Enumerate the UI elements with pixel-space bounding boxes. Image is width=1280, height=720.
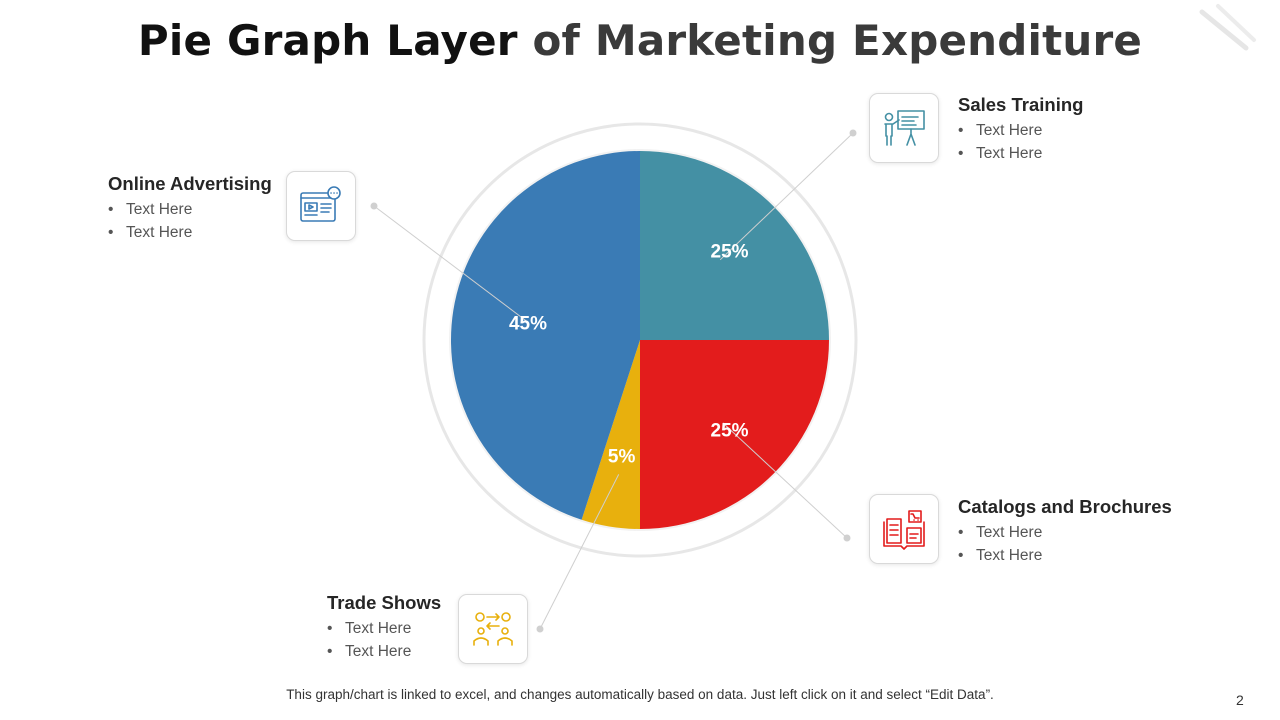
leader-line-trade-shows (539, 474, 620, 630)
trade-shows-icon-box (458, 594, 528, 664)
list-item: • Text Here (958, 547, 1043, 564)
sales-training-icon-box (869, 93, 939, 163)
page-title: Pie Graph Layer of Marketing Expenditure (0, 16, 1280, 65)
online-advertising-heading: Online Advertising (108, 173, 272, 194)
sales-training-heading: Sales Training (958, 94, 1084, 115)
decorative-stripes-icon (1199, 4, 1256, 51)
pie-label-sales-training: 25% (711, 241, 749, 262)
page-number: 2 (1236, 692, 1244, 708)
presentation-icon (884, 110, 925, 146)
leader-line-online-advertising (373, 205, 529, 323)
catalogs-icon-box (869, 494, 939, 564)
leader-lines (370, 129, 857, 633)
list-item: • Text Here (108, 201, 193, 218)
leader-dot-sales-training (849, 129, 857, 137)
sales-training-callout: Sales Training • Text Here • Text Here (958, 94, 1083, 165)
trade-shows-heading: Trade Shows (327, 592, 442, 613)
list-item: • Text Here (958, 524, 1043, 541)
leader-dot-online-advertising (370, 202, 378, 210)
online-advertising-icon-box (286, 171, 356, 241)
list-item: • Text Here (108, 224, 193, 241)
leader-dot-trade-shows (536, 625, 544, 633)
footer-note: This graph/chart is linked to excel, and… (286, 687, 994, 702)
pie-slice-catalogs-and-brochures[interactable] (640, 340, 829, 529)
pie-data-labels: 25% 25% 5% 45% (509, 241, 749, 467)
catalogs-heading: Catalogs and Brochures (958, 496, 1172, 517)
leader-line-catalogs-and-brochures (722, 422, 848, 539)
pie-label-catalogs-and-brochures: 25% (711, 421, 749, 442)
trade-shows-callout: Trade Shows • Text Here • Text Here (327, 592, 441, 663)
pie-slice-trade-shows[interactable] (581, 340, 640, 529)
title-part-1: Pie Graph Layer (137, 16, 518, 65)
pie-slice-online-advertising[interactable] (451, 151, 640, 520)
title-part-2: of Marketing Expenditure (532, 16, 1143, 65)
catalog-book-icon (883, 510, 925, 550)
list-item: • Text Here (327, 643, 412, 660)
pie-slices (451, 151, 829, 529)
pie-label-online-advertising: 45% (509, 313, 547, 334)
pie-label-trade-shows: 5% (608, 447, 636, 468)
online-advertising-callout: Online Advertising • Text Here • Text Here (108, 173, 272, 244)
list-item: • Text Here (958, 122, 1043, 139)
list-item: • Text Here (958, 145, 1043, 162)
catalogs-callout: Catalogs and Brochures • Text Here • Text … (958, 496, 1172, 567)
list-item: • Text Here (327, 620, 412, 637)
leader-line-sales-training (719, 132, 854, 261)
leader-dot-catalogs-and-brochures (843, 534, 851, 542)
web-content-icon (300, 186, 341, 222)
trade-exchange-icon (473, 612, 513, 646)
